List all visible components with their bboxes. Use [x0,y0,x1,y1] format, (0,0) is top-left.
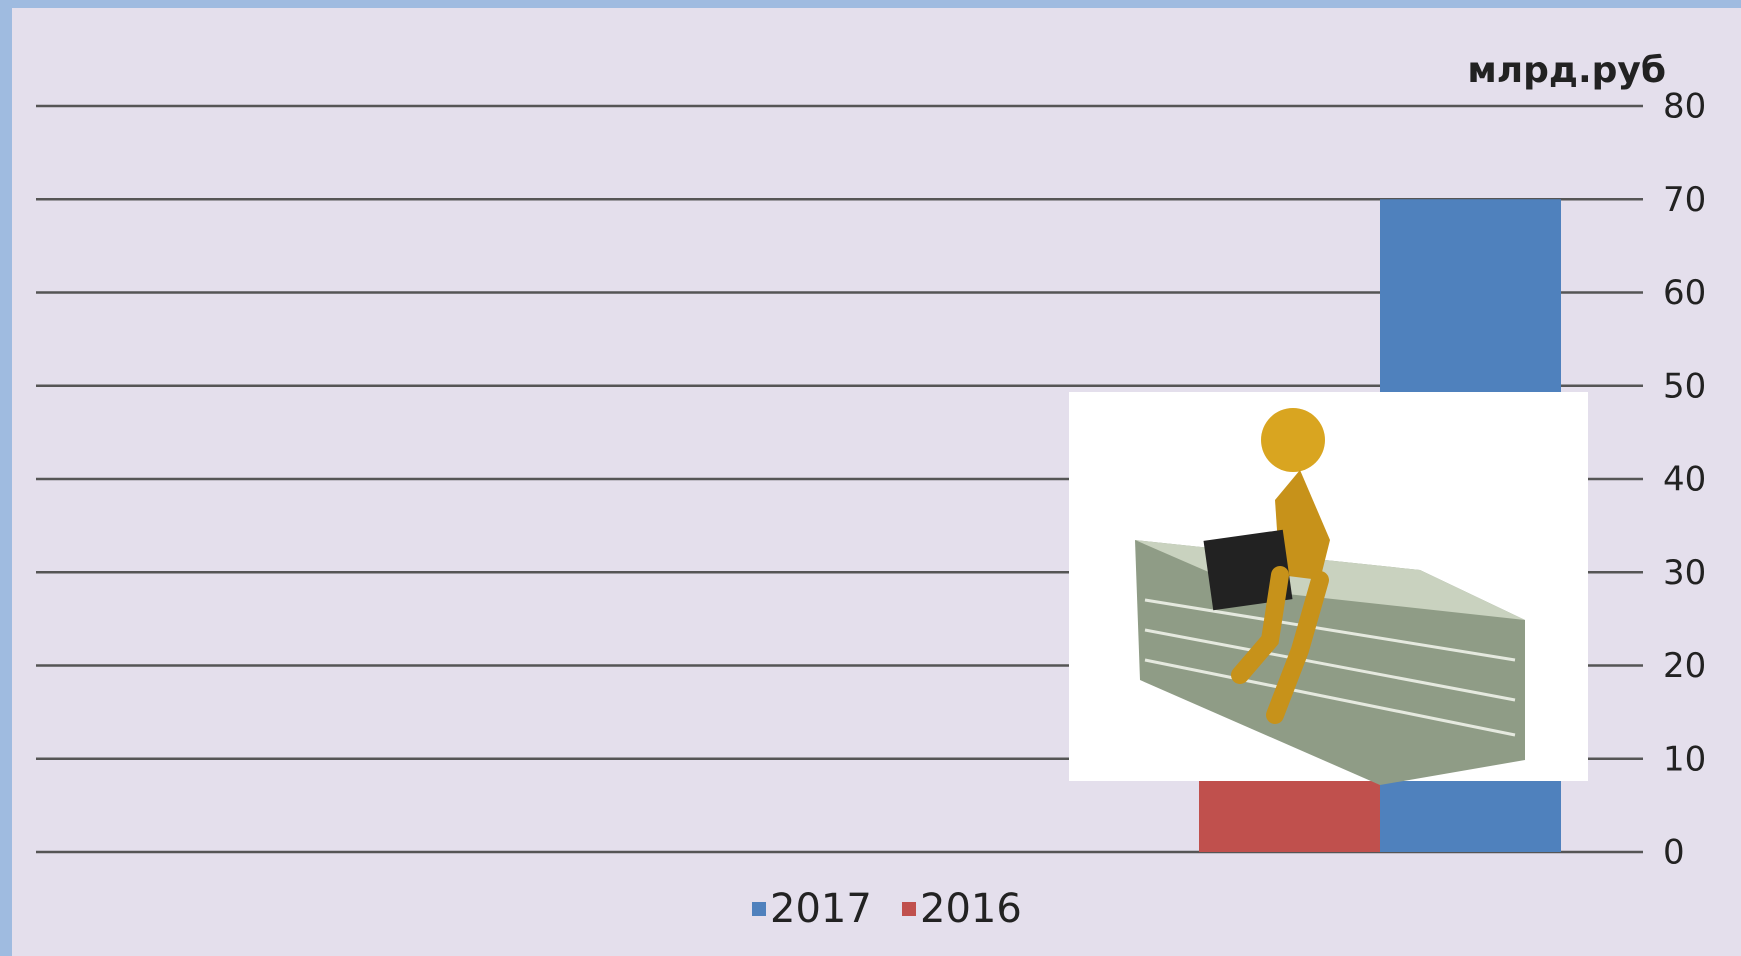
legend-swatch [752,902,766,916]
chart-title: млрд.руб [1467,50,1666,91]
y-tick-label: 70 [1663,180,1706,220]
picture [1069,392,1588,785]
y-tick-label: 50 [1663,366,1706,406]
legend-label: 2017 [770,886,872,932]
y-tick-label: 10 [1663,739,1706,779]
y-tick-label: 40 [1663,460,1706,500]
page: {"chart_data": {"type": "bar", "title": … [0,0,1741,956]
y-tick-label: 30 [1663,553,1706,593]
chart: млрд.руб 0 10 20 30 40 50 60 70 80 2017 2016 [0,0,1741,956]
legend-swatch [902,902,916,916]
y-tick-label: 20 [1663,646,1706,686]
legend-label: 2016 [920,886,1022,932]
y-tick-label: 60 [1663,273,1706,313]
y-tick-label: 80 [1663,87,1706,127]
y-tick-label: 0 [1663,833,1685,873]
